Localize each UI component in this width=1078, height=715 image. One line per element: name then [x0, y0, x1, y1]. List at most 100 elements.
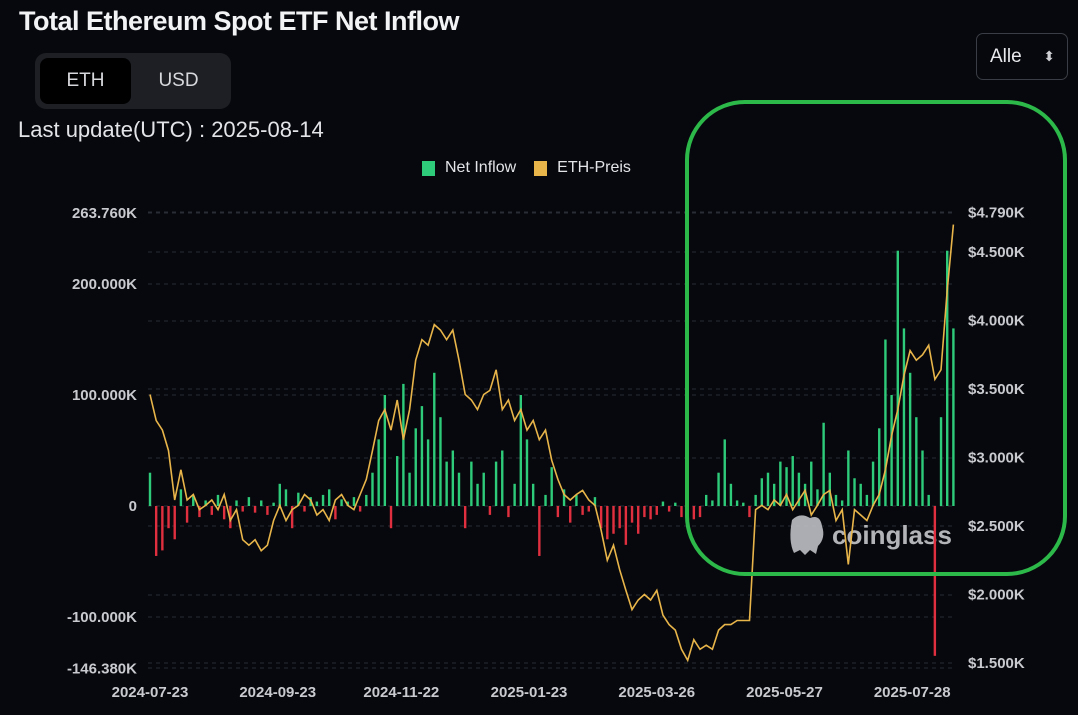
net-inflow-bar	[439, 417, 442, 506]
net-inflow-bar	[692, 506, 696, 520]
x-axis-tick: 2025-05-27	[746, 684, 823, 701]
right-axis-tick: $4.790K	[968, 204, 1025, 221]
net-inflow-bar	[723, 439, 726, 506]
net-inflow-bar	[185, 506, 189, 523]
net-inflow-bar	[785, 467, 788, 506]
net-inflow-bar	[661, 501, 665, 506]
net-inflow-bar	[735, 500, 739, 506]
net-inflow-bar	[396, 456, 399, 506]
net-inflow-bar	[760, 478, 764, 506]
net-inflow-bar	[371, 472, 374, 506]
net-inflow-bar	[581, 506, 584, 515]
net-inflow-bar	[871, 461, 875, 506]
net-inflow-bar	[569, 506, 572, 523]
net-inflow-bar	[946, 250, 949, 506]
net-inflow-bar	[705, 494, 708, 506]
net-inflow-bar	[420, 406, 424, 506]
legend-label: Net Inflow	[445, 159, 517, 176]
page-title: Total Ethereum Spot ETF Net Inflow	[19, 6, 460, 36]
right-axis-tick: $4.000K	[968, 313, 1025, 330]
net-inflow-bar	[828, 472, 831, 506]
net-inflow-bar	[667, 506, 671, 512]
net-inflow-bar	[358, 506, 362, 512]
legend-swatch-yellow	[534, 160, 548, 176]
net-inflow-bar	[680, 506, 683, 518]
right-axis-tick: $3.000K	[968, 450, 1025, 467]
net-inflow-bar	[482, 472, 485, 506]
x-axis-tick: 2025-01-23	[491, 684, 568, 701]
net-inflow-bar	[266, 506, 269, 515]
net-inflow-bar	[884, 339, 887, 506]
legend-eth-price[interactable]: ETH-Preis	[534, 159, 631, 177]
net-inflow-bar	[445, 461, 448, 506]
net-inflow-bar	[729, 483, 733, 506]
net-inflow-bar	[167, 506, 170, 529]
net-inflow-bar	[915, 417, 918, 506]
net-inflow-bar	[321, 494, 325, 506]
net-inflow-bar	[433, 372, 436, 506]
net-inflow-bar	[241, 506, 244, 512]
right-axis-tick: $3.500K	[968, 381, 1025, 398]
net-inflow-bar	[865, 494, 869, 506]
x-axis-tick: 2024-09-23	[239, 684, 316, 701]
net-inflow-bar	[575, 494, 578, 506]
coinglass-watermark: coinglass	[790, 515, 952, 555]
highlight-annotation	[685, 100, 1067, 576]
net-inflow-bar	[816, 489, 819, 506]
net-inflow-bar	[754, 494, 757, 506]
net-inflow-bar	[513, 483, 516, 506]
legend-net-inflow[interactable]: Net Inflow	[422, 159, 516, 177]
toggle-usd-button[interactable]: USD	[158, 70, 199, 91]
net-inflow-bar	[494, 461, 498, 506]
net-inflow-bar	[426, 439, 430, 506]
net-inflow-bar	[198, 506, 201, 518]
net-inflow-bar	[303, 506, 306, 512]
net-inflow-bar	[822, 422, 825, 506]
net-inflow-bar	[748, 506, 751, 518]
net-inflow-bar	[853, 478, 856, 506]
net-inflow-bar	[272, 502, 275, 506]
range-select[interactable]: Alle ⬍	[976, 33, 1068, 80]
left-axis-tick: 0	[129, 498, 137, 515]
net-inflow-bar	[216, 494, 220, 506]
right-axis-tick: $4.500K	[968, 244, 1025, 261]
net-inflow-bar	[352, 497, 356, 506]
net-inflow-bar	[927, 494, 930, 506]
left-axis-tick: 100.000K	[72, 387, 137, 404]
net-inflow-bar	[637, 506, 640, 534]
net-inflow-bar	[655, 506, 658, 515]
net-inflow-bar	[742, 502, 745, 506]
last-update-text: Last update(UTC) : 2025-08-14	[18, 117, 324, 142]
net-inflow-bar	[908, 372, 912, 506]
net-inflow-bar	[488, 506, 492, 515]
left-axis-tick: -146.380K	[67, 660, 137, 677]
net-inflow-bar	[173, 506, 176, 540]
left-axis-tick: -100.000K	[67, 609, 137, 626]
net-inflow-bar	[451, 450, 455, 506]
net-inflow-bar	[587, 506, 590, 512]
net-inflow-bar	[550, 467, 553, 506]
right-axis-tick: $1.500K	[968, 655, 1025, 672]
net-inflow-bar	[933, 506, 937, 656]
net-inflow-bar	[797, 472, 801, 506]
net-inflow-bar	[501, 450, 504, 506]
net-inflow-bar	[538, 506, 541, 556]
net-inflow-bar	[470, 461, 473, 506]
net-inflow-bar	[519, 395, 522, 506]
net-inflow-bar	[457, 472, 461, 506]
net-inflow-bar	[612, 506, 615, 534]
net-inflow-bar	[210, 506, 213, 515]
range-select-value: Alle	[990, 46, 1022, 67]
net-inflow-bar	[779, 461, 782, 506]
toggle-eth-button[interactable]: ETH	[40, 58, 131, 104]
chevron-updown-icon: ⬍	[1043, 48, 1055, 64]
net-inflow-bar	[192, 494, 195, 506]
net-inflow-bar	[204, 500, 207, 506]
net-inflow-bar	[840, 500, 844, 506]
net-inflow-bar	[290, 506, 294, 529]
right-axis-tick: $2.000K	[968, 587, 1025, 604]
net-inflow-bar	[247, 497, 251, 506]
x-axis-tick: 2025-03-26	[618, 684, 695, 701]
legend-swatch-green	[422, 160, 435, 176]
